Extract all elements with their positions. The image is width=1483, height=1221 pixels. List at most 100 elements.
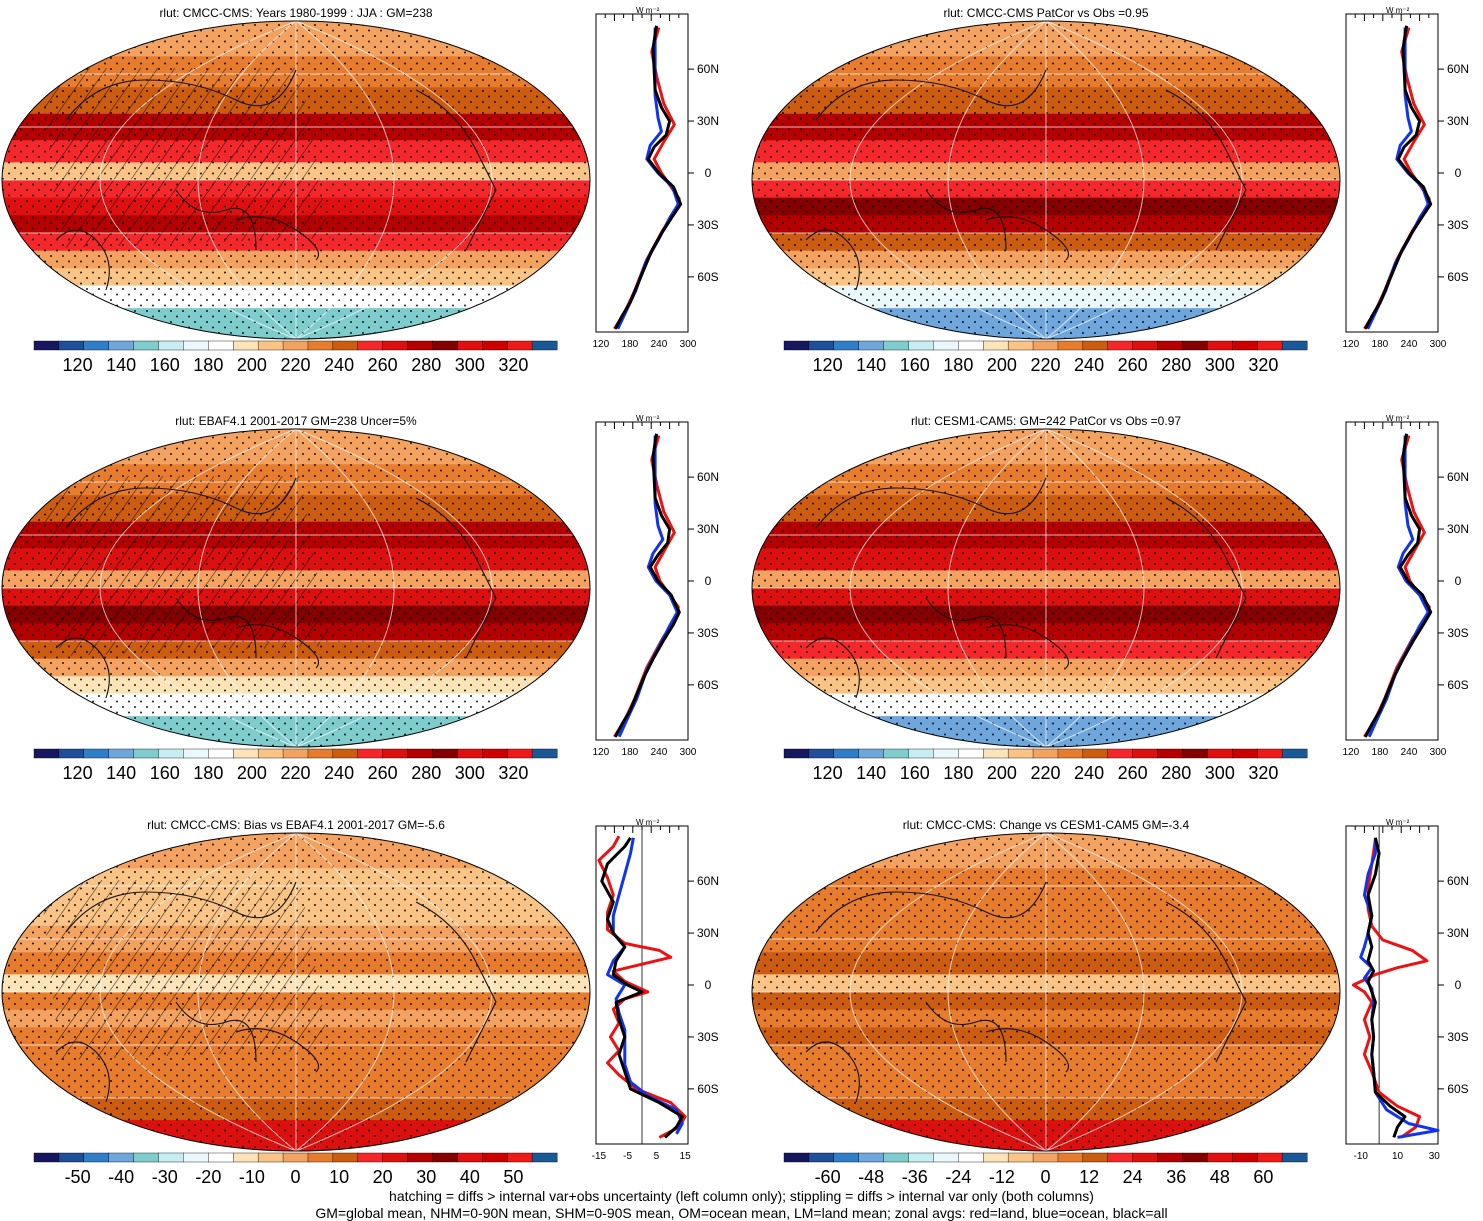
profile-land-line	[1363, 27, 1431, 330]
colorbar-cell	[407, 748, 433, 759]
profile-x-tick-label: 180	[622, 339, 639, 350]
colorbar-cell	[1182, 748, 1208, 759]
profile-x-tick-label: 120	[1342, 339, 1359, 350]
colorbar-tick-label: 220	[280, 763, 310, 783]
colorbar-cell	[407, 340, 433, 351]
colorbar-cell	[158, 340, 184, 351]
colorbar-cell	[158, 748, 184, 759]
map-outline	[751, 428, 1341, 748]
colorbar-cell	[783, 748, 810, 759]
colorbar-cell	[1157, 748, 1183, 759]
colorbar-cell	[257, 340, 284, 351]
profile-x-tick-label: 240	[651, 339, 668, 350]
map-outline	[1, 832, 591, 1152]
colorbar-cell	[307, 340, 334, 351]
zonal-profile: W m⁻² 120 180 240 300 60N 30N 0 30S 60S	[1342, 6, 1469, 350]
profile-frame	[1345, 421, 1439, 741]
panel-title: rlut: EBAF4.1 2001-2017 GM=238 Uncer=5%	[175, 414, 417, 428]
profile-units: W m⁻²	[1386, 414, 1410, 423]
panel-title: rlut: CMCC-CMS: Years 1980-1999 : JJA : …	[159, 6, 432, 20]
colorbar-cell	[83, 340, 110, 351]
colorbar-cell	[1082, 1152, 1109, 1163]
profile-ocean-line	[606, 837, 684, 1135]
colorbar-cell	[183, 748, 209, 759]
colorbar: 120 140 160 180 200 220 240 260 280 300 320	[783, 340, 1308, 375]
profile-lat-label: 0	[1455, 166, 1462, 180]
colorbar-tick-label: 200	[987, 355, 1017, 375]
profile-lat-label: 60N	[1447, 470, 1469, 484]
colorbar-tick-label: 48	[1210, 1167, 1230, 1187]
zonal-profile: W m⁻² -15 -5 5 15 60N 30N 0 30S 60S	[592, 818, 719, 1162]
colorbar-cell	[208, 748, 234, 759]
colorbar-cell	[183, 340, 209, 351]
profile-units: W m⁻²	[1386, 6, 1410, 15]
colorbar-cell	[983, 748, 1009, 759]
colorbar-cell	[1082, 340, 1109, 351]
profile-lat-label: 30N	[1447, 926, 1469, 940]
colorbar-tick-label: 220	[1030, 355, 1060, 375]
footnote-hatching: hatching = diffs > internal var+obs unce…	[389, 1188, 1094, 1204]
colorbar-cell	[1107, 748, 1134, 759]
coastlines	[805, 69, 1247, 291]
colorbar-cell	[457, 748, 483, 759]
colorbar-cell	[1157, 1152, 1183, 1163]
colorbar-tick-label: -60	[815, 1167, 841, 1187]
colorbar-tick-label: 40	[460, 1167, 480, 1187]
colorbar-tick-label: 220	[1030, 763, 1060, 783]
colorbar-cell	[506, 340, 533, 351]
colorbar-tick-label: 260	[1118, 763, 1148, 783]
colorbar-cell	[282, 748, 309, 759]
colorbar-cell	[33, 1152, 60, 1163]
colorbar-tick-label: 140	[106, 355, 136, 375]
colorbar-cell	[1107, 1152, 1134, 1163]
colorbar-cell	[1057, 1152, 1084, 1163]
profile-lat-label: 30S	[697, 1030, 718, 1044]
profile-x-tick-label: 240	[651, 747, 668, 758]
colorbar-tick-label: 180	[943, 355, 973, 375]
coastlines	[55, 477, 497, 699]
profile-x-tick-label: -5	[623, 1151, 632, 1162]
profile-lat-label: 60S	[1447, 1082, 1468, 1096]
profile-lat-label: 60S	[697, 270, 718, 284]
colorbar-cell	[108, 748, 135, 759]
profile-lat-label: 0	[705, 978, 712, 992]
colorbar-tick-label: 280	[411, 355, 441, 375]
colorbar-tick-label: 240	[1074, 763, 1104, 783]
colorbar-tick-label: 300	[455, 763, 485, 783]
colorbar-tick-label: -50	[65, 1167, 91, 1187]
panel-5: rlut: CMCC-CMS: Bias vs EBAF4.1 2001-201…	[1, 818, 719, 1187]
colorbar: -50 -40 -30 -20 -10 0 10 20 30 40 50	[33, 1152, 558, 1187]
colorbar-tick-label: 280	[1161, 355, 1191, 375]
colorbar-cell	[958, 340, 984, 351]
colorbar-cell	[833, 340, 860, 351]
panel-2: rlut: CMCC-CMS PatCor vs Obs =0.95 120 140…	[751, 6, 1469, 375]
profile-x-tick-label: 240	[1401, 747, 1418, 758]
colorbar-tick-label: 0	[1040, 1167, 1050, 1187]
colorbar-cell	[208, 1152, 234, 1163]
map	[2, 429, 590, 747]
colorbar-cell	[908, 340, 934, 351]
colorbar-cell	[933, 1152, 959, 1163]
colorbar-cell	[158, 1152, 184, 1163]
panel-title: rlut: CESM1-CAM5: GM=242 PatCor vs Obs =…	[911, 414, 1181, 428]
colorbar-cell	[233, 1152, 259, 1163]
profile-x-tick-label: -15	[592, 1151, 607, 1162]
colorbar-tick-label: 60	[1253, 1167, 1273, 1187]
profile-x-tick-label: 300	[680, 747, 697, 758]
profile-lat-label: 60S	[1447, 270, 1468, 284]
colorbar-cell	[58, 1152, 85, 1163]
colorbar-cell	[808, 748, 835, 759]
colorbar-cell	[332, 340, 359, 351]
colorbar-cell	[1256, 748, 1283, 759]
colorbar-cell	[233, 340, 259, 351]
colorbar-tick-label: 240	[1074, 355, 1104, 375]
colorbar-tick-label: 240	[324, 355, 354, 375]
colorbar-cell	[1132, 1152, 1159, 1163]
colorbar-cell	[382, 1152, 409, 1163]
colorbar-cell	[382, 748, 409, 759]
profile-ocean-line	[617, 435, 679, 738]
profile-land-line	[1363, 435, 1431, 738]
hatching	[40, 880, 330, 1060]
colorbar-tick-label: -20	[195, 1167, 221, 1187]
